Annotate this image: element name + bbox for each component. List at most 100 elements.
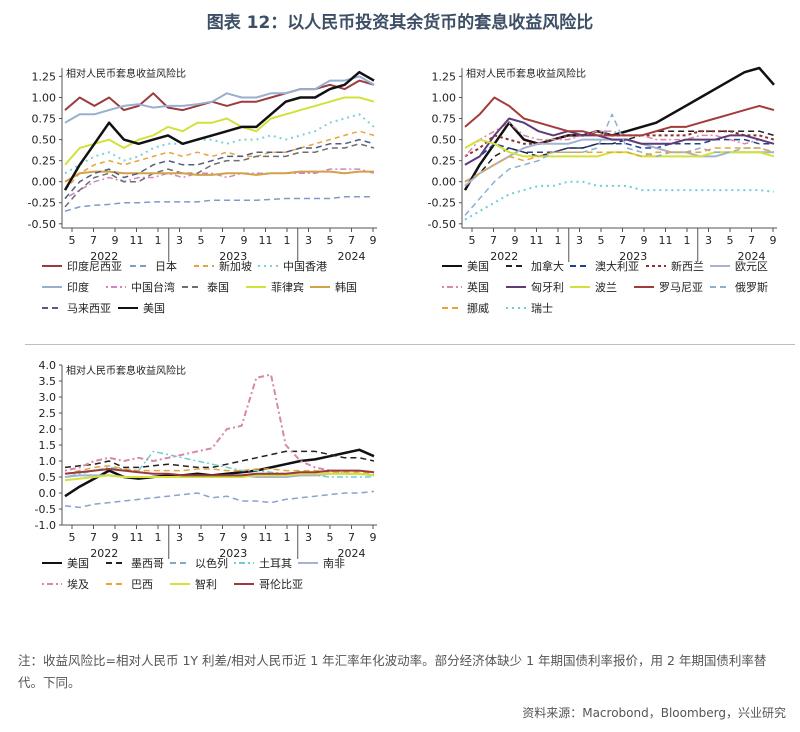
legend-label: 智利	[195, 577, 217, 591]
series-line	[64, 465, 375, 475]
x-tick-label: 3	[305, 531, 312, 544]
chart-asia-svg: 1.25 1.00 0.75 0.50 0.25 0.00 -0.25 -0.50 相对人民币套…	[28, 67, 377, 315]
x-tick-label: 1	[284, 234, 291, 247]
y-tick-label: -0.5	[35, 503, 56, 516]
x-tick-label: 7	[90, 234, 97, 247]
series-line	[464, 113, 775, 216]
x-year-label: 2024	[338, 547, 366, 560]
legend-label: 菲律宾	[271, 280, 304, 294]
x-tick-label: 3	[176, 531, 183, 544]
y-tick-label: 0.5	[39, 471, 57, 484]
x-tick-label: 3	[576, 234, 583, 247]
x-tick-label: 5	[327, 234, 334, 247]
x-tick-label: 9	[641, 234, 648, 247]
chart-emerging-svg: 4.0 3.5 3.0 2.5 2.0 1.5 1.0 0.5 0.0 -0.5 -1.0 相对人民币…	[35, 359, 377, 591]
x-tick-label: 5	[198, 531, 205, 544]
x-tick-label: 11	[130, 234, 144, 247]
x-year-label: 2023	[219, 250, 247, 263]
legend-label: 挪威	[467, 301, 489, 315]
series-line	[464, 121, 775, 157]
x-tick-label: 9	[370, 234, 377, 247]
legend-label: 巴西	[131, 578, 153, 591]
series-line	[464, 130, 775, 183]
x-tick-label: 3	[176, 234, 183, 247]
legend-label: 新加坡	[219, 259, 252, 273]
x-year-label: 2022	[90, 547, 118, 560]
x-tick-label: 11	[659, 234, 673, 247]
y-tick-label: 1.00	[32, 91, 57, 104]
x-tick-label: 3	[705, 234, 712, 247]
legend-label: 以色列	[195, 556, 228, 570]
x-year-label: 2023	[619, 250, 647, 263]
chart-panel-asia: 1.25 1.00 0.75 0.50 0.25 0.00 -0.25 -0.50 相对人民币套…	[0, 58, 400, 328]
legend-label: 印度	[67, 280, 89, 294]
series-line	[64, 472, 375, 482]
x-tick-label: 1	[284, 531, 291, 544]
figure-title: 图表 12：以人民币投资其余货币的套息收益风险比	[206, 13, 594, 33]
legend-label: 俄罗斯	[735, 281, 768, 294]
x-tick-label: 9	[112, 531, 119, 544]
x-year-label: 2022	[490, 250, 518, 263]
legend-label: 南非	[323, 557, 345, 570]
chart-panel-developed-europe: 1.25 1.00 0.75 0.50 0.25 0.00 -0.25 -0.50 相对人民币套…	[400, 58, 800, 328]
series-line	[63, 70, 375, 191]
chart-inner-label: 相对人民币套息收益风险比	[66, 67, 186, 80]
legend-label: 波兰	[595, 281, 617, 294]
series-line	[464, 180, 775, 221]
x-tick-label: 5	[727, 234, 734, 247]
x-tick-label: 7	[219, 234, 226, 247]
legend-label: 澳大利亚	[595, 259, 639, 273]
series-line	[64, 138, 375, 199]
x-tick-label: 5	[69, 531, 76, 544]
y-tick-label: 0.25	[32, 155, 57, 168]
y-tick-label: 1.25	[432, 70, 457, 83]
legend-label: 土耳其	[259, 557, 292, 570]
series-line	[464, 96, 775, 137]
legend-label: 美国	[67, 557, 89, 570]
legend-label: 美国	[467, 260, 489, 273]
chart-inner-label: 相对人民币套息收益风险比	[66, 364, 186, 377]
x-tick-label: 1	[155, 531, 162, 544]
y-tick-label: -0.25	[428, 197, 456, 210]
footnote: 注：收益风险比=相对人民币 1Y 利差/相对人民币近 1 年汇率年化波动率。部分…	[18, 653, 767, 690]
y-tick-label: -1.0	[35, 519, 56, 532]
y-tick-label: 0.25	[432, 155, 457, 168]
legend-label: 印度尼西亚	[67, 259, 122, 273]
x-year-label: 2024	[338, 250, 366, 263]
x-tick-label: 9	[770, 234, 777, 247]
legend-label: 瑞士	[531, 301, 553, 315]
legend-label: 新西兰	[671, 259, 704, 273]
legend-label: 泰国	[207, 280, 229, 294]
y-tick-label: 4.0	[39, 359, 57, 372]
x-tick-label: 7	[90, 531, 97, 544]
y-tick-label: 1.00	[432, 91, 457, 104]
series-line	[64, 79, 375, 112]
x-tick-label: 3	[305, 234, 312, 247]
series-line	[64, 373, 375, 477]
x-tick-label: 7	[348, 531, 355, 544]
x-tick-label: 9	[512, 234, 519, 247]
x-tick-label: 1	[155, 234, 162, 247]
legend-label: 中国台湾	[131, 280, 175, 294]
y-tick-label: 0.75	[32, 113, 57, 126]
x-tick-label: 7	[348, 234, 355, 247]
y-tick-label: 2.5	[39, 407, 57, 420]
x-year-label: 2022	[90, 250, 118, 263]
series-line	[64, 143, 375, 208]
x-tick-label: 9	[241, 531, 248, 544]
series-line	[64, 468, 375, 477]
chart-developed-europe-svg: 1.25 1.00 0.75 0.50 0.25 0.00 -0.25 -0.50 相对人民币套…	[428, 66, 777, 315]
series-line	[64, 196, 374, 212]
x-year-label: 2024	[738, 250, 766, 263]
y-tick-label: 1.5	[39, 439, 57, 452]
x-tick-label: 11	[259, 234, 273, 247]
x-tick-label: 7	[748, 234, 755, 247]
series-line	[464, 117, 775, 166]
series-line	[64, 450, 374, 478]
x-tick-label: 7	[490, 234, 497, 247]
y-tick-label: 3.0	[39, 391, 57, 404]
y-tick-label: 0.00	[32, 176, 57, 189]
x-tick-label: 7	[619, 234, 626, 247]
y-tick-label: 0.75	[432, 113, 457, 126]
series-line	[463, 66, 775, 191]
